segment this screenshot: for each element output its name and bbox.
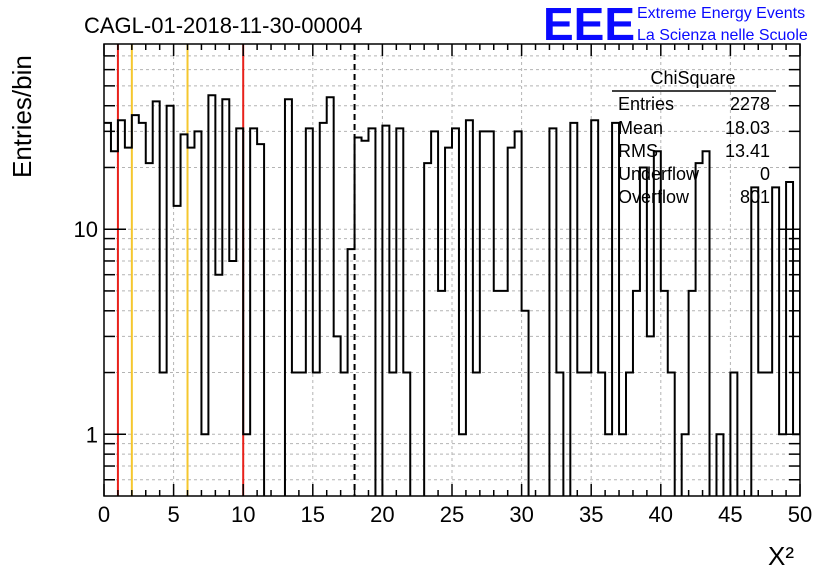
y-tick-label: 10 xyxy=(74,217,98,242)
stats-value-overflow: 801 xyxy=(740,187,770,207)
histogram xyxy=(104,94,800,496)
stats-value-mean: 18.03 xyxy=(725,118,770,138)
y-axis-label: Entries/bin xyxy=(7,55,37,178)
x-tick-label: 0 xyxy=(98,502,110,527)
logo-letters: EEE xyxy=(543,0,635,50)
stats-box: ChiSquare Entries 2278 Mean 18.03 RMS 13… xyxy=(612,68,776,207)
stats-value-rms: 13.41 xyxy=(725,141,770,161)
stats-title: ChiSquare xyxy=(650,68,735,88)
x-axis-label: X² xyxy=(768,541,794,571)
x-tick-label: 50 xyxy=(788,502,812,527)
stats-value-entries: 2278 xyxy=(730,94,770,114)
stats-label-entries: Entries xyxy=(618,94,674,114)
logo-line-2: La Scienza nelle Scuole xyxy=(637,27,808,44)
y-tick-label: 1 xyxy=(86,422,98,447)
x-tick-label: 25 xyxy=(440,502,464,527)
logo-line-1: Extreme Energy Events xyxy=(637,5,805,22)
x-tick-label: 15 xyxy=(301,502,325,527)
stats-label-underflow: Underflow xyxy=(618,164,700,184)
x-tick-label: 30 xyxy=(509,502,533,527)
histogram-outline xyxy=(104,94,800,496)
stats-label-rms: RMS xyxy=(618,141,658,161)
x-tick-label: 45 xyxy=(718,502,742,527)
stats-label-overflow: Overflow xyxy=(618,187,690,207)
x-tick-label: 20 xyxy=(370,502,394,527)
grid xyxy=(104,44,800,496)
x-axis-ticks: 0 5 10 15 20 25 30 35 40 45 50 xyxy=(98,44,812,527)
x-tick-label: 10 xyxy=(231,502,255,527)
logo: EEE Extreme Energy Events La Scienza nel… xyxy=(543,0,808,50)
x-tick-label: 35 xyxy=(579,502,603,527)
chart-title: CAGL-01-2018-11-30-00004 xyxy=(84,13,362,38)
x-tick-label: 40 xyxy=(649,502,673,527)
stats-label-mean: Mean xyxy=(618,118,663,138)
stats-value-underflow: 0 xyxy=(760,164,770,184)
x-tick-label: 5 xyxy=(167,502,179,527)
y-axis-ticks: 1 10 xyxy=(74,55,800,481)
